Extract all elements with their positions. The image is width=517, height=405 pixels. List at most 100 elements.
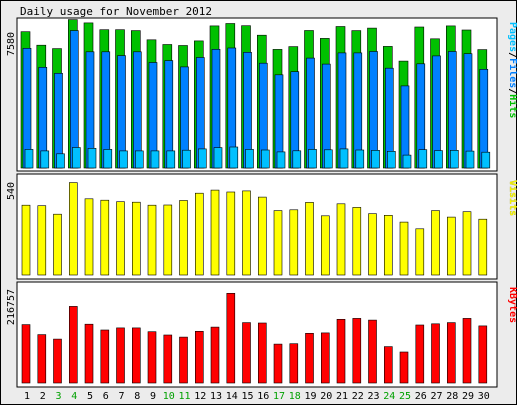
- x-tick-label-4: 4: [71, 391, 77, 402]
- pages-bar-20: [323, 149, 333, 169]
- pages-bar-30: [481, 151, 491, 169]
- x-tick-label-17: 17: [273, 391, 285, 402]
- x-tick-label-12: 12: [194, 391, 206, 402]
- kbytes-bar-4: [69, 306, 78, 384]
- pages-bar-13: [213, 147, 223, 169]
- kbytes-bar-22: [352, 318, 362, 384]
- visits-bar-10: [163, 204, 173, 276]
- kbytes-bar-7: [116, 327, 125, 384]
- ylabel-part-4: Hits: [507, 94, 517, 118]
- x-tick-label-3: 3: [55, 391, 61, 402]
- x-tick-label-15: 15: [241, 391, 253, 402]
- visits-bar-30: [478, 218, 488, 276]
- files-bar-8: [133, 51, 142, 169]
- kbytes-bar-21: [336, 318, 346, 384]
- visits-bar-21: [336, 203, 346, 276]
- pages-bar-10: [166, 150, 176, 169]
- kbytes-bar-19: [305, 332, 314, 384]
- kbytes-bar-29: [462, 318, 472, 384]
- x-tick-label-26: 26: [415, 391, 427, 402]
- x-tick-label-1: 1: [24, 391, 30, 402]
- kbytes-bar-14: [226, 292, 236, 384]
- visits-bar-16: [257, 196, 267, 276]
- x-tick-label-21: 21: [336, 391, 348, 402]
- x-tick-label-25: 25: [399, 391, 411, 402]
- pages-bar-16: [260, 149, 270, 169]
- pages-bar-29: [465, 150, 475, 169]
- x-tick-label-9: 9: [150, 391, 156, 402]
- x-tick-label-28: 28: [446, 391, 458, 402]
- x-tick-label-24: 24: [383, 391, 395, 402]
- visits-bar-15: [242, 190, 251, 276]
- kbytes-bar-17: [273, 343, 283, 384]
- visits-bar-11: [179, 200, 188, 276]
- x-tick-label-5: 5: [87, 391, 93, 402]
- x-tick-label-10: 10: [163, 391, 175, 402]
- x-tick-label-30: 30: [478, 391, 490, 402]
- kbytes-bar-12: [195, 330, 204, 384]
- ylabel-part-2: Files: [507, 58, 517, 88]
- kbytes-bar-28: [446, 322, 456, 384]
- x-tick-label-23: 23: [367, 391, 379, 402]
- kbytes-bar-27: [431, 323, 440, 384]
- visits-bar-3: [53, 213, 62, 276]
- ylabel-part-3: /: [507, 88, 517, 94]
- visits-bar-19: [305, 202, 314, 276]
- x-tick-label-18: 18: [289, 391, 301, 402]
- visits-bar-22: [352, 207, 362, 276]
- pages-bar-7: [119, 150, 128, 169]
- visits-bar-6: [100, 199, 110, 276]
- visits-bar-27: [431, 210, 440, 276]
- x-tick-label-6: 6: [103, 391, 109, 402]
- pages-bar-27: [434, 150, 443, 169]
- x-tick-label-29: 29: [462, 391, 474, 402]
- ylabel-part-0: Pages: [507, 22, 517, 52]
- pages-bar-15: [245, 149, 254, 169]
- ytick-max-kbytes: 216757: [6, 289, 17, 325]
- visits-bar-9: [147, 204, 157, 276]
- x-tick-label-16: 16: [257, 391, 269, 402]
- visits-bar-4: [69, 182, 78, 276]
- pages-bar-3: [56, 153, 65, 169]
- visits-bar-2: [37, 205, 47, 276]
- pages-bar-6: [103, 149, 113, 169]
- visits-bar-29: [462, 211, 472, 276]
- kbytes-bar-1: [21, 324, 31, 384]
- pages-bar-18: [292, 150, 302, 169]
- x-tick-label-11: 11: [178, 391, 190, 402]
- x-tick-label-2: 2: [40, 391, 46, 402]
- pages-bar-25: [402, 154, 412, 169]
- pages-bar-8: [135, 150, 144, 169]
- kbytes-bar-6: [100, 329, 110, 384]
- visits-bar-18: [289, 209, 299, 276]
- pages-bar-22: [355, 149, 365, 169]
- pages-bar-24: [386, 151, 396, 169]
- visits-bar-24: [383, 215, 393, 276]
- x-tick-label-13: 13: [210, 391, 222, 402]
- pages-bar-11: [182, 149, 191, 169]
- x-tick-label-22: 22: [352, 391, 364, 402]
- visits-bar-8: [132, 201, 141, 276]
- pages-bar-19: [308, 149, 317, 169]
- visits-bar-25: [399, 221, 409, 276]
- visits-bar-13: [210, 189, 220, 276]
- kbytes-bar-15: [242, 322, 251, 384]
- visits-bar-26: [415, 228, 425, 276]
- pages-bar-14: [229, 146, 239, 169]
- kbytes-bar-26: [415, 324, 425, 384]
- x-tick-label-8: 8: [134, 391, 140, 402]
- ytick-max-visits: 540: [6, 182, 17, 200]
- visits-bar-12: [195, 192, 204, 276]
- kbytes-bar-24: [383, 346, 393, 384]
- x-tick-label-27: 27: [430, 391, 442, 402]
- ylabel-pages-files-hits: Pages/Files/Hits: [507, 22, 517, 118]
- pages-bar-26: [418, 149, 428, 169]
- pages-bar-1: [24, 149, 34, 169]
- chart-title: Daily usage for November 2012: [20, 5, 212, 18]
- kbytes-bar-16: [257, 322, 267, 384]
- visits-bar-20: [320, 215, 330, 276]
- pages-bar-23: [371, 150, 380, 169]
- pages-bar-21: [339, 148, 349, 169]
- visits-bar-23: [368, 213, 377, 276]
